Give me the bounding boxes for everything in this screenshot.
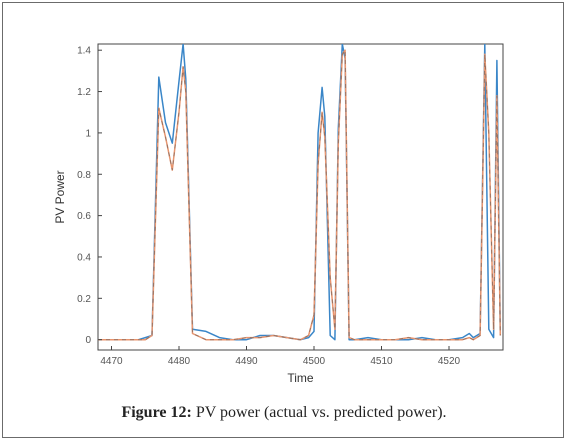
series-line-1 bbox=[98, 44, 502, 341]
figure-caption: Figure 12: PV power (actual vs. predicte… bbox=[0, 404, 568, 422]
x-tick-label: 4480 bbox=[168, 356, 191, 367]
y-tick-label: 0 bbox=[85, 335, 91, 346]
series-line-2-dash-overlay bbox=[98, 48, 501, 341]
y-axis-title: PV Power bbox=[53, 170, 67, 223]
y-tick-label: 1.4 bbox=[77, 46, 91, 57]
y-tick-label: 1.2 bbox=[77, 87, 91, 98]
x-axis-ticks: 4470 4480 4490 4500 4510 4520 bbox=[100, 346, 461, 367]
series-layer bbox=[98, 44, 502, 341]
x-tick-label: 4500 bbox=[303, 356, 326, 367]
x-axis-title: Time bbox=[287, 371, 314, 385]
plot-area bbox=[97, 43, 504, 351]
x-tick-label: 4490 bbox=[235, 356, 258, 367]
x-tick-label: 4470 bbox=[100, 356, 123, 367]
y-tick-label: 1 bbox=[85, 128, 91, 139]
figure-caption-label: Figure 12: bbox=[121, 404, 192, 421]
y-tick-label: 0.8 bbox=[77, 170, 91, 181]
figure-caption-text: PV power (actual vs. predicted power). bbox=[191, 404, 447, 421]
x-tick-label: 4520 bbox=[438, 356, 461, 367]
x-tick-label: 4510 bbox=[370, 356, 393, 367]
y-tick-label: 0.6 bbox=[77, 211, 91, 222]
y-tick-label: 0.4 bbox=[77, 252, 91, 263]
y-tick-label: 0.2 bbox=[77, 294, 91, 305]
y-axis-ticks: 0 0.2 0.4 0.6 0.8 1 1.2 1.4 bbox=[77, 46, 102, 346]
